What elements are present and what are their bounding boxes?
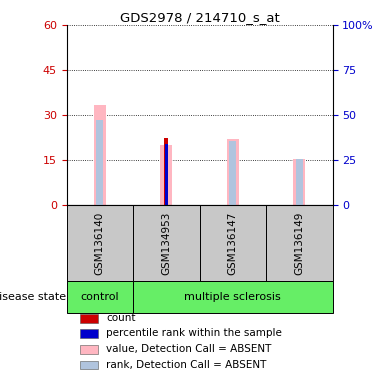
Text: GSM136147: GSM136147: [228, 211, 238, 275]
Bar: [133, 281, 332, 313]
Bar: [160, 145, 172, 205]
Text: disease state: disease state: [0, 291, 66, 301]
Bar: [296, 159, 302, 205]
Bar: [230, 141, 236, 205]
Bar: [266, 205, 332, 281]
Title: GDS2978 / 214710_s_at: GDS2978 / 214710_s_at: [120, 11, 279, 24]
Bar: [97, 120, 103, 205]
Bar: [80, 345, 98, 354]
Text: percentile rank within the sample: percentile rank within the sample: [106, 328, 282, 338]
Bar: [133, 205, 200, 281]
Bar: [293, 159, 305, 205]
Text: GSM136140: GSM136140: [95, 211, 105, 275]
Text: control: control: [81, 291, 119, 301]
Bar: [164, 138, 168, 205]
Text: rank, Detection Call = ABSENT: rank, Detection Call = ABSENT: [106, 359, 267, 369]
Text: GSM136149: GSM136149: [294, 211, 304, 275]
Bar: [80, 314, 98, 323]
Bar: [66, 281, 133, 313]
Bar: [80, 329, 98, 338]
Text: count: count: [106, 313, 136, 323]
Bar: [200, 205, 266, 281]
Text: value, Detection Call = ABSENT: value, Detection Call = ABSENT: [106, 344, 272, 354]
Text: multiple sclerosis: multiple sclerosis: [184, 291, 281, 301]
Text: GSM134953: GSM134953: [161, 211, 171, 275]
Bar: [165, 144, 168, 205]
Bar: [80, 361, 98, 369]
Bar: [94, 105, 106, 205]
Bar: [227, 139, 239, 205]
Bar: [66, 205, 133, 281]
